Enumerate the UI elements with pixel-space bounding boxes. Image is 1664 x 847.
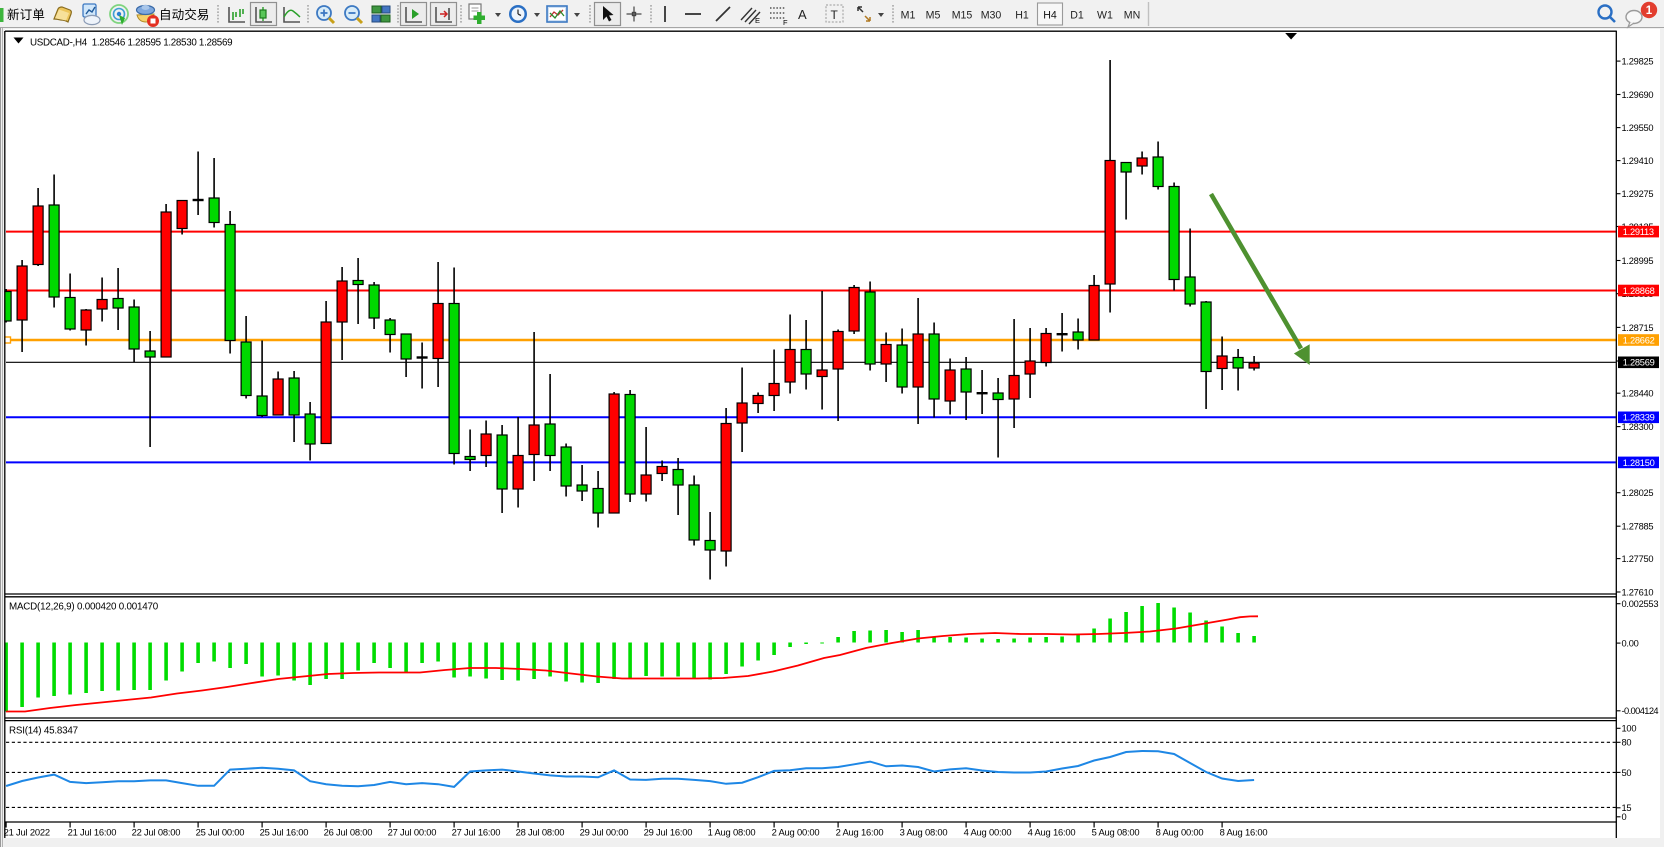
svg-text:1.28715: 1.28715 [1622,323,1654,333]
svg-text:F: F [783,18,788,27]
svg-text:3 Aug 08:00: 3 Aug 08:00 [900,827,948,838]
svg-text:1.28025: 1.28025 [1622,488,1654,498]
svg-text:2 Aug 00:00: 2 Aug 00:00 [772,827,820,838]
svg-text:1.29410: 1.29410 [1622,156,1654,166]
svg-text:M30: M30 [981,10,1002,22]
svg-text:1.28339: 1.28339 [1623,413,1655,423]
svg-text:50: 50 [1622,768,1632,778]
svg-text:H4: H4 [1043,10,1057,22]
svg-text:0.002553: 0.002553 [1622,599,1659,609]
svg-text:15: 15 [1622,803,1632,813]
svg-text:5 Aug 08:00: 5 Aug 08:00 [1092,827,1140,838]
svg-text:1.27750: 1.27750 [1622,554,1654,564]
svg-text:1.27885: 1.27885 [1622,522,1654,532]
svg-text:25 Jul 00:00: 25 Jul 00:00 [196,827,245,838]
svg-text:2 Aug 16:00: 2 Aug 16:00 [836,827,884,838]
svg-text:1.29275: 1.29275 [1622,189,1654,199]
svg-text:E: E [755,16,760,25]
svg-text:4 Aug 00:00: 4 Aug 00:00 [964,827,1012,838]
svg-text:1.28662: 1.28662 [1623,335,1655,345]
svg-text:MACD(12,26,9) 0.000420 0.00147: MACD(12,26,9) 0.000420 0.001470 [9,602,159,613]
svg-text:T: T [831,8,839,22]
svg-text:1.29825: 1.29825 [1622,57,1654,67]
svg-text:MN: MN [1124,10,1140,22]
svg-text:H1: H1 [1015,10,1029,22]
svg-text:0: 0 [1622,812,1627,822]
svg-text:0.00: 0.00 [1622,639,1639,649]
svg-text:M5: M5 [926,10,941,22]
svg-text:22 Jul 08:00: 22 Jul 08:00 [132,827,181,838]
svg-text:A: A [798,7,807,22]
svg-text:1: 1 [1646,5,1653,17]
svg-text:8 Aug 00:00: 8 Aug 00:00 [1156,827,1204,838]
svg-text:1.29550: 1.29550 [1622,123,1654,133]
svg-text:1.28150: 1.28150 [1623,458,1655,468]
svg-text:1 Aug 08:00: 1 Aug 08:00 [708,827,756,838]
svg-text:-0.004124: -0.004124 [1622,706,1659,716]
svg-text:自动交易: 自动交易 [159,7,209,22]
svg-text:新订单: 新订单 [7,7,45,22]
svg-text:8 Aug 16:00: 8 Aug 16:00 [1220,827,1268,838]
svg-text:25 Jul 16:00: 25 Jul 16:00 [260,827,309,838]
svg-text:1.28300: 1.28300 [1622,422,1654,432]
svg-text:28 Jul 08:00: 28 Jul 08:00 [516,827,565,838]
svg-text:4 Aug 16:00: 4 Aug 16:00 [1028,827,1076,838]
svg-text:1.28440: 1.28440 [1622,389,1654,399]
svg-text:W1: W1 [1097,10,1113,22]
svg-text:D1: D1 [1070,10,1084,22]
svg-text:1.28995: 1.28995 [1622,256,1654,266]
svg-text:1.28868: 1.28868 [1623,286,1655,296]
svg-text:100: 100 [1622,724,1637,734]
svg-text:80: 80 [1622,738,1632,748]
svg-text:1.27610: 1.27610 [1622,587,1654,597]
svg-text:27 Jul 16:00: 27 Jul 16:00 [452,827,501,838]
svg-text:21 Jul 2022: 21 Jul 2022 [4,827,50,838]
svg-text:1.29113: 1.29113 [1623,227,1654,237]
svg-text:M1: M1 [901,10,916,22]
svg-text:21 Jul 16:00: 21 Jul 16:00 [68,827,117,838]
svg-text:26 Jul 08:00: 26 Jul 08:00 [324,827,373,838]
svg-text:29 Jul 16:00: 29 Jul 16:00 [644,827,693,838]
svg-text:USDCAD-,H4 1.28546 1.28595 1.: USDCAD-,H4 1.28546 1.28595 1.28530 1.285… [30,38,232,49]
svg-text:1.29690: 1.29690 [1622,90,1654,100]
svg-text:29 Jul 00:00: 29 Jul 00:00 [580,827,629,838]
svg-text:1.28569: 1.28569 [1623,358,1655,368]
svg-text:27 Jul 00:00: 27 Jul 00:00 [388,827,437,838]
svg-text:M15: M15 [952,10,973,22]
svg-text:RSI(14) 45.8347: RSI(14) 45.8347 [9,726,78,737]
